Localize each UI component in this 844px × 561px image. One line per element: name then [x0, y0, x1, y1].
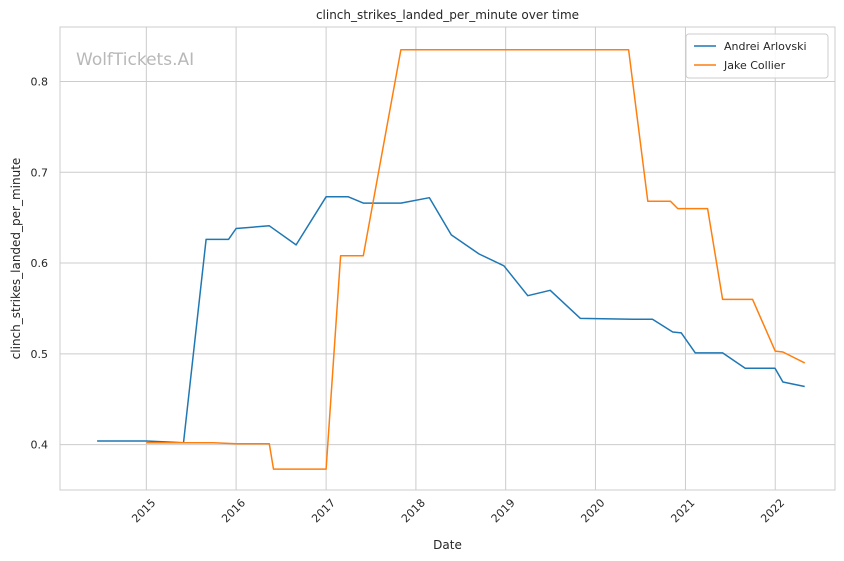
- y-tick-label: 0.5: [31, 348, 49, 361]
- legend: Andrei Arlovski Jake Collier: [685, 33, 829, 79]
- series-lines: [97, 48, 806, 470]
- legend-box: [685, 33, 829, 79]
- watermark: WolfTickets.AI: [76, 50, 194, 70]
- y-tick-label: 0.7: [31, 166, 49, 179]
- y-axis-ticks: 0.4 0.5 0.6 0.7 0.8: [31, 75, 49, 451]
- y-tick-label: 0.4: [31, 439, 49, 452]
- legend-entry: Andrei Arlovski: [724, 40, 807, 53]
- chart-title: clinch_strikes_landed_per_minute over ti…: [316, 8, 579, 22]
- series-line-andrei-arlovski: [97, 196, 805, 444]
- legend-entry: Jake Collier: [723, 59, 786, 72]
- series-line-jake-collier: [146, 48, 806, 470]
- plot-frame: [59, 26, 836, 491]
- grid: [60, 27, 835, 490]
- y-tick-label: 0.6: [31, 257, 49, 270]
- x-axis-label: Date: [433, 538, 462, 552]
- y-tick-label: 0.8: [31, 75, 49, 88]
- y-axis-label: clinch_strikes_landed_per_minute: [9, 158, 23, 360]
